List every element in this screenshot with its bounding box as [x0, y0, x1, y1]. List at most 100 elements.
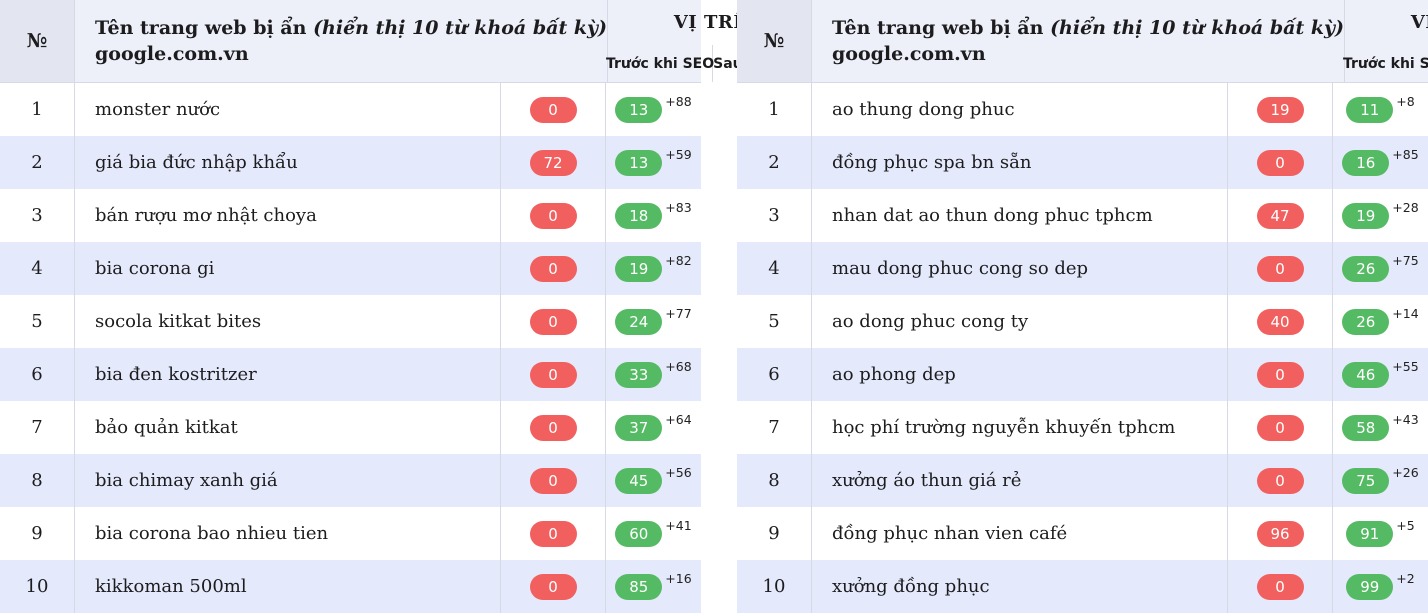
before-seo-cell: 0: [501, 507, 606, 560]
table-row: 1 ao thung dong phuc 19 11 +8: [737, 83, 1428, 136]
row-number: 6: [0, 348, 75, 401]
before-seo-badge: 0: [529, 96, 577, 123]
after-seo-cell: 85 +16: [606, 560, 701, 613]
before-seo-cell: 0: [501, 560, 606, 613]
table-body: 1 ao thung dong phuc 19 11 +8 2 đồng phục spa …: [737, 83, 1428, 613]
rank-improvement-delta: +14: [1392, 306, 1419, 321]
after-seo-cell: 19 +28: [1333, 189, 1428, 242]
keyword-column-header: Tên trang web bị ẩn (hiển thị 10 từ khoá…: [75, 0, 609, 82]
table-body: 1 monster nước 0 13 +88 2 giá bia đức nhập khẩ…: [0, 83, 701, 613]
keyword-text: socola kitkat bites: [75, 295, 501, 348]
before-seo-cell: 0: [1228, 401, 1333, 454]
rank-improvement-delta: +2: [1396, 571, 1415, 586]
table-header: № Tên trang web bị ẩn (hiển thị 10 từ kh…: [737, 0, 1428, 83]
after-seo-badge: 99: [1346, 573, 1394, 600]
position-group-header: VỊ TRÍ: [1410, 12, 1428, 33]
keyword-text: đồng phục nhan vien café: [812, 507, 1228, 560]
keyword-text: bia chimay xanh giá: [75, 454, 501, 507]
before-seo-badge: 0: [1256, 414, 1304, 441]
row-number: 5: [737, 295, 812, 348]
after-seo-cell: 19 +82: [606, 242, 701, 295]
after-seo-badge: 16: [1342, 149, 1390, 176]
before-seo-badge: 0: [1256, 361, 1304, 388]
table-row: 3 bán rượu mơ nhật choya 0 18 +83: [0, 189, 701, 242]
table-row: 2 đồng phục spa bn sẵn 0 16 +85: [737, 136, 1428, 189]
keyword-text: đồng phục spa bn sẵn: [812, 136, 1228, 189]
rank-improvement-delta: +88: [665, 94, 692, 109]
after-seo-cell: 26 +75: [1333, 242, 1428, 295]
rank-improvement-delta: +5: [1396, 518, 1415, 533]
before-seo-cell: 72: [501, 136, 606, 189]
before-seo-badge: 19: [1256, 96, 1304, 123]
before-seo-badge: 0: [529, 573, 577, 600]
before-seo-cell: 0: [501, 83, 606, 136]
header-domain: google.com.vn: [95, 43, 249, 65]
after-seo-cell: 58 +43: [1333, 401, 1428, 454]
row-number: 2: [737, 136, 812, 189]
keyword-text: mau dong phuc cong so dep: [812, 242, 1228, 295]
before-seo-badge: 0: [1256, 467, 1304, 494]
before-seo-cell: 0: [501, 242, 606, 295]
keyword-text: monster nước: [75, 83, 501, 136]
before-seo-badge: 0: [529, 467, 577, 494]
rank-improvement-delta: +83: [665, 200, 692, 215]
before-seo-cell: 0: [501, 401, 606, 454]
after-seo-cell: 18 +83: [606, 189, 701, 242]
before-seo-cell: 0: [1228, 454, 1333, 507]
after-seo-cell: 99 +2: [1333, 560, 1428, 613]
before-seo-badge: 96: [1256, 520, 1304, 547]
after-seo-badge: 85: [615, 573, 663, 600]
before-seo-cell: 0: [501, 454, 606, 507]
header-title-note: (hiển thị 10 từ khoá bất kỳ): [1050, 17, 1345, 39]
table-row: 8 xưởng áo thun giá rẻ 0 75 +26: [737, 454, 1428, 507]
after-seo-cell: 16 +85: [1333, 136, 1428, 189]
after-seo-badge: 18: [615, 202, 663, 229]
after-seo-cell: 45 +56: [606, 454, 701, 507]
keyword-column-header: Tên trang web bị ẩn (hiển thị 10 từ khoá…: [812, 0, 1346, 82]
after-seo-cell: 13 +88: [606, 83, 701, 136]
table-header: № Tên trang web bị ẩn (hiển thị 10 từ kh…: [0, 0, 808, 83]
before-seo-badge: 0: [1256, 573, 1304, 600]
row-number: 9: [737, 507, 812, 560]
before-seo-cell: 19: [1228, 83, 1333, 136]
before-seo-cell: 0: [501, 295, 606, 348]
table-row: 8 bia chimay xanh giá 0 45 +56: [0, 454, 701, 507]
rank-improvement-delta: +26: [1392, 465, 1419, 480]
rank-improvement-delta: +28: [1392, 200, 1419, 215]
row-number: 7: [0, 401, 75, 454]
rank-improvement-delta: +75: [1392, 253, 1419, 268]
after-seo-badge: 13: [615, 149, 663, 176]
after-seo-badge: 58: [1342, 414, 1390, 441]
rank-improvement-delta: +16: [665, 571, 692, 586]
before-seo-badge: 0: [529, 520, 577, 547]
before-seo-cell: 0: [1228, 560, 1333, 613]
after-seo-cell: 75 +26: [1333, 454, 1428, 507]
table-row: 4 mau dong phuc cong so dep 0 26 +75: [737, 242, 1428, 295]
after-seo-badge: 91: [1346, 520, 1394, 547]
keyword-text: xưởng đồng phục: [812, 560, 1228, 613]
after-seo-cell: 46 +55: [1333, 348, 1428, 401]
after-seo-badge: 19: [615, 255, 663, 282]
after-seo-badge: 46: [1342, 361, 1390, 388]
number-column-header: №: [737, 0, 812, 82]
row-number: 1: [0, 83, 75, 136]
row-number: 2: [0, 136, 75, 189]
before-seo-badge: 0: [529, 255, 577, 282]
after-seo-badge: 26: [1342, 255, 1390, 282]
before-seo-cell: 0: [1228, 136, 1333, 189]
table-row: 2 giá bia đức nhập khẩu 72 13 +59: [0, 136, 701, 189]
table-row: 6 bia đen kostritzer 0 33 +68: [0, 348, 701, 401]
number-column-header: №: [0, 0, 75, 82]
row-number: 5: [0, 295, 75, 348]
after-seo-badge: 24: [615, 308, 663, 335]
row-number: 1: [737, 83, 812, 136]
after-seo-cell: 24 +77: [606, 295, 701, 348]
after-seo-badge: 26: [1342, 308, 1390, 335]
position-group-header: VỊ TRÍ: [673, 12, 743, 33]
keyword-text: giá bia đức nhập khẩu: [75, 136, 501, 189]
table-row: 5 socola kitkat bites 0 24 +77: [0, 295, 701, 348]
rank-improvement-delta: +68: [665, 359, 692, 374]
rank-improvement-delta: +82: [665, 253, 692, 268]
after-seo-badge: 37: [615, 414, 663, 441]
before-seo-cell: 47: [1228, 189, 1333, 242]
